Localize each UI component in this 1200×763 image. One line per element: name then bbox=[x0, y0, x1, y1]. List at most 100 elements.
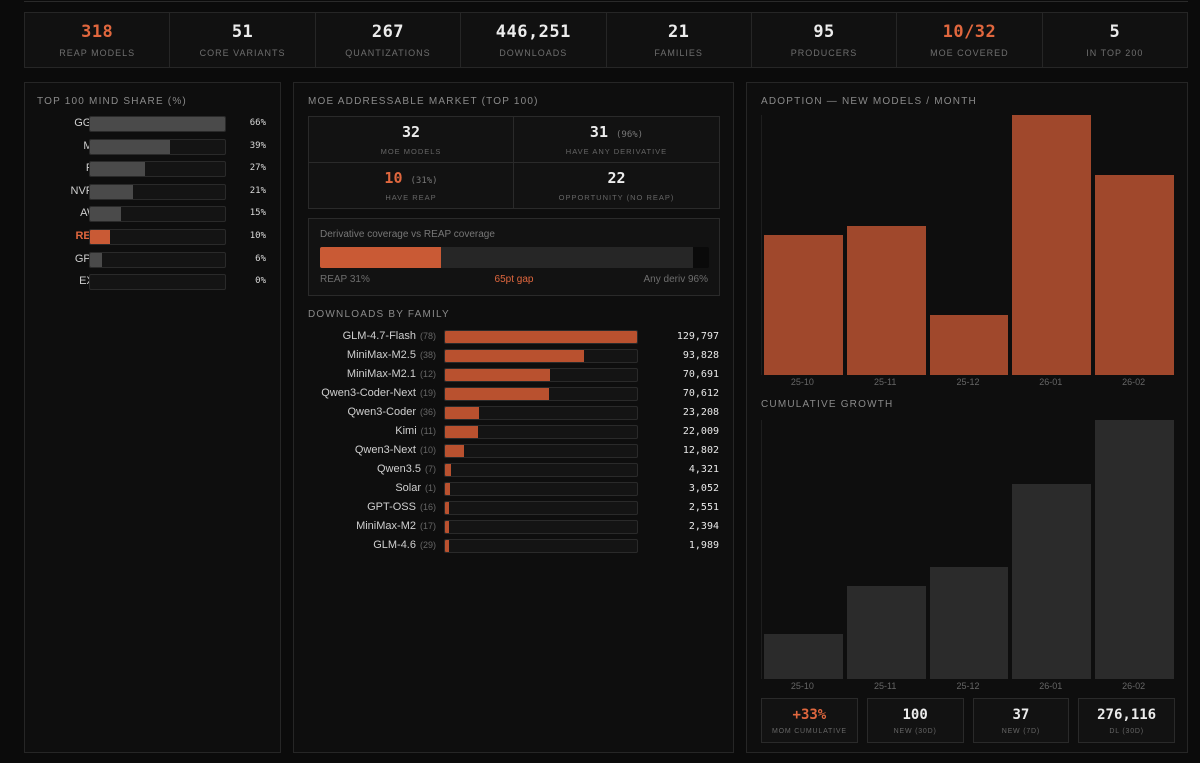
mind-share-fill bbox=[90, 139, 170, 154]
mind-share-row: GPTQ6% bbox=[25, 251, 280, 268]
stat-label: IN TOP 200 bbox=[1086, 48, 1144, 58]
adoption-chart bbox=[761, 115, 1175, 375]
family-name-cell: Solar (1) bbox=[395, 482, 436, 494]
mind-share-row: GGUF66% bbox=[25, 116, 280, 132]
family-row: Qwen3.5 (7) 4,321 bbox=[294, 463, 733, 477]
mind-share-track bbox=[89, 116, 226, 132]
family-downloads: 129,797 bbox=[676, 331, 719, 342]
adoption-bar-25-12 bbox=[929, 315, 1009, 375]
kpi-label: MOM CUMULATIVE bbox=[771, 727, 847, 735]
mind-share-row: AWQ15% bbox=[25, 206, 280, 223]
stat-label: CORE VARIANTS bbox=[199, 48, 286, 58]
stat-value: 446,251 bbox=[495, 22, 571, 42]
family-name-cell: Qwen3.5 (7) bbox=[377, 463, 436, 475]
moe-cell-have-reap: 10 (31%) HAVE REAP bbox=[309, 162, 514, 208]
cumulative-tick-label: 25-11 bbox=[874, 681, 897, 691]
mind-share-panel: TOP 100 MIND SHARE (%) GGUF66% MLX39% FP82… bbox=[24, 82, 281, 753]
cumulative-tick-label: 25-12 bbox=[956, 681, 980, 691]
mind-share-track bbox=[89, 251, 226, 268]
adoption-bar-25-11 bbox=[846, 225, 926, 375]
moe-cell-opportunity: 22 OPPORTUNITY (NO REAP) bbox=[514, 163, 719, 209]
family-fill bbox=[445, 464, 452, 476]
coverage-reap-label: REAP 31% bbox=[320, 274, 370, 285]
family-count: (12) bbox=[419, 369, 436, 379]
family-name-cell: GLM-4.6 (29) bbox=[373, 539, 436, 551]
family-track bbox=[444, 520, 638, 534]
family-row: Qwen3-Coder (36) 23,208 bbox=[294, 406, 733, 420]
kpi-value: 37 bbox=[1012, 706, 1030, 723]
kpi-row: +33% MOM CUMULATIVE 100 NEW (30D) 37 NEW (7… bbox=[761, 698, 1175, 743]
family-name-cell: MiniMax-M2 (17) bbox=[356, 520, 436, 532]
stat-label: PRODUCERS bbox=[790, 48, 858, 58]
adoption-tick-label: 26-01 bbox=[1039, 377, 1063, 387]
family-downloads: 3,052 bbox=[688, 483, 719, 494]
family-fill bbox=[445, 426, 478, 438]
family-downloads: 93,828 bbox=[682, 350, 719, 361]
mind-share-track bbox=[89, 161, 226, 178]
family-row: GLM-4.7-Flash (78) 129,797 bbox=[294, 330, 733, 344]
family-fill bbox=[445, 407, 480, 419]
mind-share-track bbox=[89, 183, 226, 200]
family-fill bbox=[445, 350, 584, 362]
family-name: Qwen3-Coder-Next bbox=[321, 387, 416, 399]
family-track bbox=[444, 482, 638, 496]
coverage-title: Derivative coverage vs REAP coverage bbox=[320, 229, 495, 240]
family-row: MiniMax-M2 (17) 2,394 bbox=[294, 520, 733, 534]
mind-share-value: 66% bbox=[249, 118, 266, 128]
kpi-new-7d: 37 NEW (7D) bbox=[972, 698, 1070, 743]
family-track bbox=[444, 349, 638, 363]
family-count: (11) bbox=[420, 426, 436, 436]
stat-value: 10/32 bbox=[942, 22, 997, 42]
kpi-new-30d: 100 NEW (30D) bbox=[866, 698, 964, 743]
mind-share-fill bbox=[90, 252, 103, 267]
family-count: (16) bbox=[419, 502, 436, 512]
cumulative-title: CUMULATIVE GROWTH bbox=[761, 399, 894, 410]
mind-share-track bbox=[89, 229, 226, 245]
adoption-tick-label: 25-10 bbox=[790, 377, 814, 387]
stat-downloads: 446,251 DOWNLOADS bbox=[461, 13, 607, 67]
kpi-label: DL (30D) bbox=[1109, 727, 1144, 735]
mind-share-value: 15% bbox=[249, 208, 266, 219]
family-row: Qwen3-Next (10) 12,802 bbox=[294, 444, 733, 458]
family-count: (78) bbox=[419, 331, 436, 341]
stat-label: QUANTIZATIONS bbox=[345, 48, 431, 58]
family-track bbox=[444, 539, 638, 553]
family-name-cell: Kimi (11) bbox=[395, 425, 436, 437]
family-downloads: 70,612 bbox=[682, 388, 719, 399]
mind-share-row: MLX39% bbox=[25, 138, 280, 155]
moe-cell-any-derivative: 31 (96%) HAVE ANY DERIVATIVE bbox=[514, 117, 719, 163]
family-row: Qwen3-Coder-Next (19) 70,612 bbox=[294, 387, 733, 401]
moe-cell-models: 32 MOE MODELS bbox=[309, 117, 514, 163]
family-name: Kimi bbox=[395, 425, 417, 437]
moe-value: 31 bbox=[589, 122, 608, 141]
top-divider bbox=[24, 0, 1188, 2]
mind-share-fill bbox=[90, 162, 146, 177]
coverage-deriv-label: Any deriv 96% bbox=[643, 274, 708, 285]
adoption-bar-26-01 bbox=[1012, 115, 1092, 375]
stats-strip: 318 REAP MODELS 51 CORE VARIANTS 267 QUANTI… bbox=[24, 12, 1188, 68]
family-name-cell: GLM-4.7-Flash (78) bbox=[343, 330, 436, 342]
cumulative-chart bbox=[761, 420, 1175, 679]
moe-label: MOE MODELS bbox=[380, 146, 442, 156]
family-fill bbox=[445, 369, 550, 381]
stat-core-variants: 51 CORE VARIANTS bbox=[170, 13, 316, 67]
stat-value: 21 bbox=[667, 22, 690, 42]
family-row: MiniMax-M2.5 (38) 93,828 bbox=[294, 349, 733, 363]
cumulative-tick-label: 26-01 bbox=[1039, 681, 1063, 691]
cumulative-tick-label: 26-02 bbox=[1122, 681, 1146, 691]
stat-label: FAMILIES bbox=[654, 48, 703, 58]
family-downloads: 22,009 bbox=[682, 426, 719, 437]
mind-share-value: 27% bbox=[249, 163, 266, 174]
moe-market-title: MOE ADDRESSABLE MARKET (TOP 100) bbox=[308, 96, 539, 107]
mind-share-fill bbox=[90, 230, 111, 244]
stat-moe-covered: 10/32 MOE COVERED bbox=[897, 13, 1043, 67]
family-row: GLM-4.6 (29) 1,989 bbox=[294, 539, 733, 553]
kpi-value: 100 bbox=[902, 706, 928, 723]
mind-share-track bbox=[89, 274, 226, 291]
family-fill bbox=[445, 445, 464, 457]
moe-market-panel: MOE ADDRESSABLE MARKET (TOP 100) 32 MOE … bbox=[293, 82, 734, 753]
moe-pct: (96%) bbox=[615, 129, 644, 140]
family-track bbox=[444, 387, 638, 401]
family-fill bbox=[445, 502, 450, 514]
family-count: (7) bbox=[425, 464, 436, 474]
